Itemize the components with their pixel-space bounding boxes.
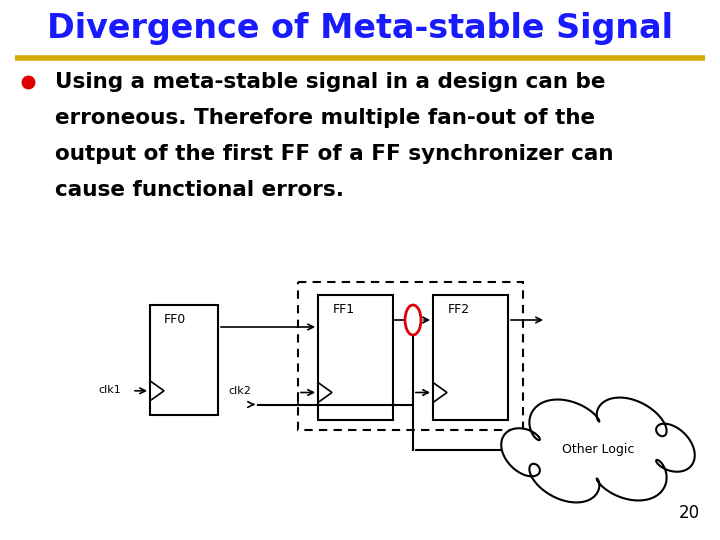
Bar (318, 295, 393, 420)
Text: clk2: clk2 (228, 386, 251, 395)
Text: Divergence of Meta-stable Signal: Divergence of Meta-stable Signal (47, 12, 673, 45)
Text: FF2: FF2 (448, 303, 470, 316)
Text: clk1: clk1 (98, 385, 121, 395)
Bar (150, 305, 218, 415)
Text: FF1: FF1 (333, 303, 355, 316)
Text: Using a meta-stable signal in a design can be: Using a meta-stable signal in a design c… (55, 72, 606, 92)
Ellipse shape (405, 305, 421, 335)
Text: FF0: FF0 (163, 313, 186, 326)
Text: Other Logic: Other Logic (562, 443, 634, 456)
Text: 20: 20 (679, 504, 700, 522)
Bar (298, 282, 523, 430)
Text: cause functional errors.: cause functional errors. (55, 180, 344, 200)
Text: output of the first FF of a FF synchronizer can: output of the first FF of a FF synchroni… (55, 144, 613, 164)
Bar (433, 295, 508, 420)
Polygon shape (501, 397, 695, 502)
Text: erroneous. Therefore multiple fan-out of the: erroneous. Therefore multiple fan-out of… (55, 108, 595, 128)
